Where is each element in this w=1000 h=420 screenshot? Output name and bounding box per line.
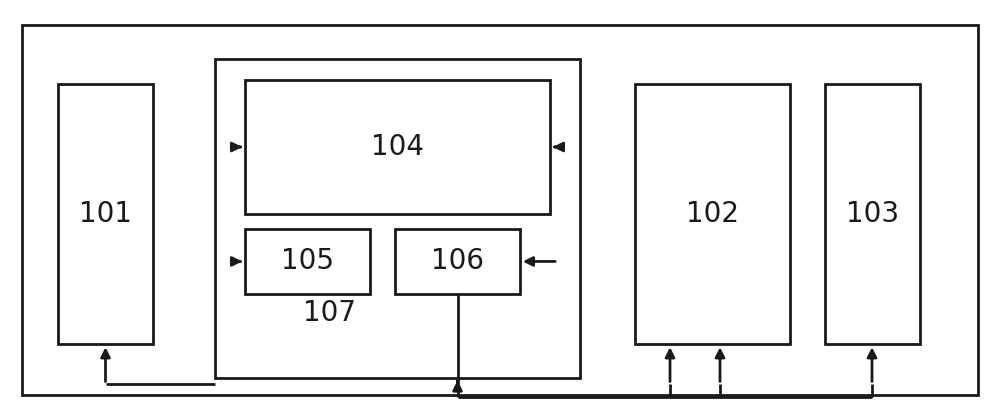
FancyBboxPatch shape xyxy=(825,84,920,344)
FancyBboxPatch shape xyxy=(635,84,790,344)
Text: 105: 105 xyxy=(281,247,334,276)
FancyBboxPatch shape xyxy=(22,25,978,395)
FancyBboxPatch shape xyxy=(395,229,520,294)
FancyBboxPatch shape xyxy=(245,80,550,214)
Text: 107: 107 xyxy=(304,299,356,327)
FancyBboxPatch shape xyxy=(215,59,580,378)
Text: 101: 101 xyxy=(79,200,132,228)
Text: 102: 102 xyxy=(686,200,739,228)
Text: 103: 103 xyxy=(846,200,899,228)
Text: 104: 104 xyxy=(371,133,424,161)
FancyBboxPatch shape xyxy=(245,229,370,294)
Text: 106: 106 xyxy=(431,247,484,276)
FancyBboxPatch shape xyxy=(58,84,153,344)
